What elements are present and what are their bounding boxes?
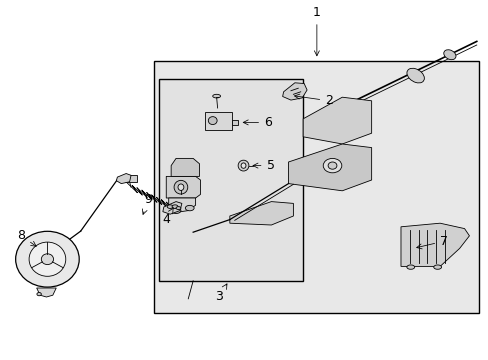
- Ellipse shape: [208, 117, 217, 125]
- Text: 1: 1: [312, 6, 320, 56]
- Polygon shape: [37, 288, 56, 297]
- Text: 4: 4: [162, 208, 173, 226]
- Polygon shape: [116, 174, 131, 184]
- Polygon shape: [163, 202, 182, 214]
- Bar: [159, 79, 303, 281]
- Ellipse shape: [174, 180, 187, 194]
- Polygon shape: [166, 176, 200, 198]
- Bar: [124, 175, 137, 182]
- Ellipse shape: [323, 158, 341, 173]
- Ellipse shape: [37, 292, 41, 296]
- Text: 8: 8: [18, 229, 36, 246]
- Text: 3: 3: [215, 284, 226, 303]
- Ellipse shape: [238, 160, 248, 171]
- Bar: [154, 61, 478, 313]
- Ellipse shape: [185, 205, 194, 211]
- Ellipse shape: [406, 265, 414, 269]
- Text: 7: 7: [416, 235, 447, 249]
- Ellipse shape: [171, 208, 181, 213]
- Text: 2: 2: [294, 94, 332, 107]
- Polygon shape: [168, 198, 195, 212]
- Text: 5: 5: [252, 159, 274, 172]
- Polygon shape: [400, 223, 468, 266]
- Text: 9: 9: [142, 193, 152, 214]
- Ellipse shape: [178, 184, 183, 190]
- Polygon shape: [282, 83, 306, 100]
- Ellipse shape: [172, 205, 178, 208]
- Ellipse shape: [433, 265, 441, 269]
- Ellipse shape: [241, 163, 245, 168]
- Ellipse shape: [176, 207, 181, 210]
- Ellipse shape: [16, 231, 79, 287]
- Ellipse shape: [29, 242, 65, 276]
- Ellipse shape: [212, 94, 220, 98]
- Polygon shape: [229, 202, 293, 225]
- Bar: [205, 112, 232, 130]
- Polygon shape: [288, 144, 371, 191]
- Polygon shape: [303, 97, 371, 144]
- Ellipse shape: [406, 68, 424, 83]
- Ellipse shape: [167, 205, 173, 208]
- Text: 6: 6: [243, 116, 271, 129]
- Polygon shape: [171, 158, 199, 176]
- Ellipse shape: [327, 162, 336, 169]
- Bar: [232, 120, 238, 125]
- Ellipse shape: [41, 254, 53, 265]
- Ellipse shape: [443, 50, 455, 60]
